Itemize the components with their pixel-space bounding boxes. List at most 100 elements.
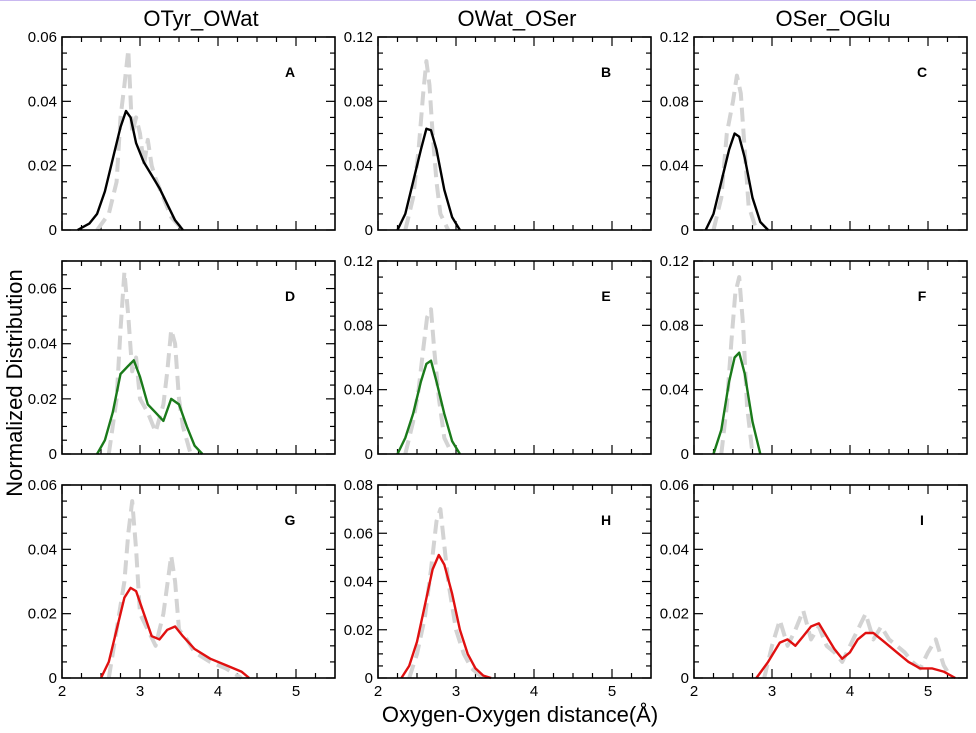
y-tick-label: 0.04 bbox=[660, 382, 689, 399]
plot-frame bbox=[377, 260, 652, 455]
y-tick-label: 0 bbox=[365, 446, 373, 463]
y-tick-label: 0.02 bbox=[660, 606, 689, 623]
panel-letter: H bbox=[601, 512, 611, 528]
simulation-series-line bbox=[755, 622, 956, 680]
y-tick-label: 0 bbox=[681, 222, 689, 239]
y-tick-label: 0 bbox=[681, 670, 689, 687]
y-tick-label: 0 bbox=[49, 222, 57, 239]
y-axis-label: Normalized Distribution bbox=[2, 269, 27, 496]
y-tick-label: 0.02 bbox=[28, 391, 57, 408]
simulation-series-line bbox=[77, 109, 184, 232]
x-axis-label: Oxygen-Oxygen distance(Å) bbox=[382, 702, 658, 727]
panel-letter: C bbox=[917, 64, 927, 80]
simulation-series-line bbox=[99, 586, 250, 679]
panel-f: 0 0.04 0.08 0.12 F bbox=[660, 253, 968, 463]
y-tick-label: 0.08 bbox=[660, 317, 689, 334]
plot-frame bbox=[61, 260, 336, 455]
y-tick-label: 0.06 bbox=[28, 281, 57, 298]
y-tick-label: 0.04 bbox=[344, 382, 373, 399]
y-tick-label: 0.04 bbox=[660, 158, 689, 175]
simulation-series-line bbox=[712, 351, 762, 455]
panel-letter: A bbox=[285, 64, 295, 80]
x-tick-label: 3 bbox=[136, 683, 144, 700]
plot-frame bbox=[61, 36, 336, 231]
panel-letter: D bbox=[285, 288, 295, 304]
panel-g: 2 3 4 5 0 0.02 0.04 0.06 G bbox=[28, 477, 336, 700]
panels-group: 0 0.02 0.04 0.06 A 0 0.04 0.08 0.12 B 0 0.04 0.08 0.1… bbox=[28, 29, 968, 700]
panel-c: 0 0.04 0.08 0.12 C bbox=[660, 29, 968, 239]
simulation-series-line bbox=[400, 553, 492, 680]
y-tick-label: 0.12 bbox=[660, 253, 689, 270]
y-tick-label: 0.04 bbox=[28, 336, 57, 353]
plot-frame bbox=[61, 484, 336, 679]
y-tick-label: 0.06 bbox=[28, 29, 57, 46]
simulation-series-line bbox=[704, 132, 769, 231]
y-tick-label: 0.04 bbox=[344, 158, 373, 175]
simulation-series-line bbox=[96, 359, 204, 455]
x-tick-label: 4 bbox=[846, 683, 854, 700]
x-tick-label: 4 bbox=[214, 683, 222, 700]
top-rule bbox=[0, 0, 976, 1]
y-tick-label: 0.04 bbox=[344, 574, 373, 591]
column-titles: OTyr_OWat OWat_OSer OSer_OGlu bbox=[143, 6, 890, 31]
y-tick-label: 0.12 bbox=[660, 29, 689, 46]
y-tick-label: 0 bbox=[365, 670, 373, 687]
x-tick-label: 2 bbox=[690, 683, 698, 700]
panel-h: 2 3 4 5 0 0.02 0.04 0.06 0.08 H bbox=[344, 477, 652, 700]
y-tick-label: 0.04 bbox=[28, 93, 57, 110]
simulation-series-line bbox=[396, 127, 461, 231]
x-tick-label: 3 bbox=[452, 683, 460, 700]
panel-e: 0 0.04 0.08 0.12 E bbox=[344, 253, 652, 463]
plot-frame bbox=[377, 36, 652, 231]
reference-series-line bbox=[95, 47, 185, 232]
panel-a: 0 0.02 0.04 0.06 A bbox=[28, 29, 336, 239]
x-tick-label: 2 bbox=[374, 683, 382, 700]
panel-d: 0 0.02 0.04 0.06 D bbox=[28, 260, 336, 463]
y-tick-label: 0 bbox=[49, 670, 57, 687]
y-tick-label: 0 bbox=[49, 446, 57, 463]
plot-frame bbox=[377, 484, 652, 679]
plot-frame bbox=[693, 36, 968, 231]
y-tick-label: 0 bbox=[365, 222, 373, 239]
y-tick-label: 0.04 bbox=[28, 541, 57, 558]
col-title-3: OSer_OGlu bbox=[776, 6, 891, 31]
x-tick-label: 5 bbox=[924, 683, 932, 700]
panel-letter: B bbox=[601, 64, 611, 80]
panel-letter: G bbox=[285, 512, 296, 528]
y-tick-label: 0.12 bbox=[344, 253, 373, 270]
y-tick-label: 0.02 bbox=[28, 606, 57, 623]
y-tick-label: 0.02 bbox=[28, 158, 57, 175]
y-tick-label: 0.06 bbox=[344, 525, 373, 542]
simulation-series-line bbox=[396, 359, 461, 455]
y-tick-label: 0.04 bbox=[660, 541, 689, 558]
x-tick-label: 4 bbox=[530, 683, 538, 700]
panel-letter: F bbox=[918, 288, 927, 304]
y-tick-label: 0.08 bbox=[344, 93, 373, 110]
y-tick-label: 0.12 bbox=[344, 29, 373, 46]
panel-b: 0 0.04 0.08 0.12 B bbox=[344, 29, 652, 239]
plot-frame bbox=[693, 484, 968, 679]
x-tick-label: 5 bbox=[608, 683, 616, 700]
reference-series-line bbox=[711, 73, 759, 231]
x-tick-label: 3 bbox=[768, 683, 776, 700]
y-tick-label: 0.08 bbox=[344, 317, 373, 334]
reference-series-line bbox=[106, 499, 243, 680]
reference-series-line bbox=[403, 307, 454, 455]
y-tick-label: 0.06 bbox=[660, 477, 689, 494]
panel-letter: I bbox=[920, 512, 924, 528]
x-tick-label: 5 bbox=[292, 683, 300, 700]
y-tick-label: 0 bbox=[681, 446, 689, 463]
y-tick-label: 0.08 bbox=[344, 477, 373, 494]
panel-letter: E bbox=[601, 288, 610, 304]
col-title-2: OWat_OSer bbox=[458, 6, 577, 31]
y-tick-label: 0.08 bbox=[660, 93, 689, 110]
col-title-1: OTyr_OWat bbox=[143, 6, 258, 31]
reference-series-line bbox=[106, 270, 193, 455]
y-tick-label: 0.02 bbox=[344, 622, 373, 639]
plot-frame bbox=[693, 260, 968, 455]
x-tick-label: 2 bbox=[58, 683, 66, 700]
reference-series-line bbox=[407, 507, 485, 680]
reference-series-line bbox=[719, 275, 755, 455]
y-tick-label: 0.06 bbox=[28, 477, 57, 494]
